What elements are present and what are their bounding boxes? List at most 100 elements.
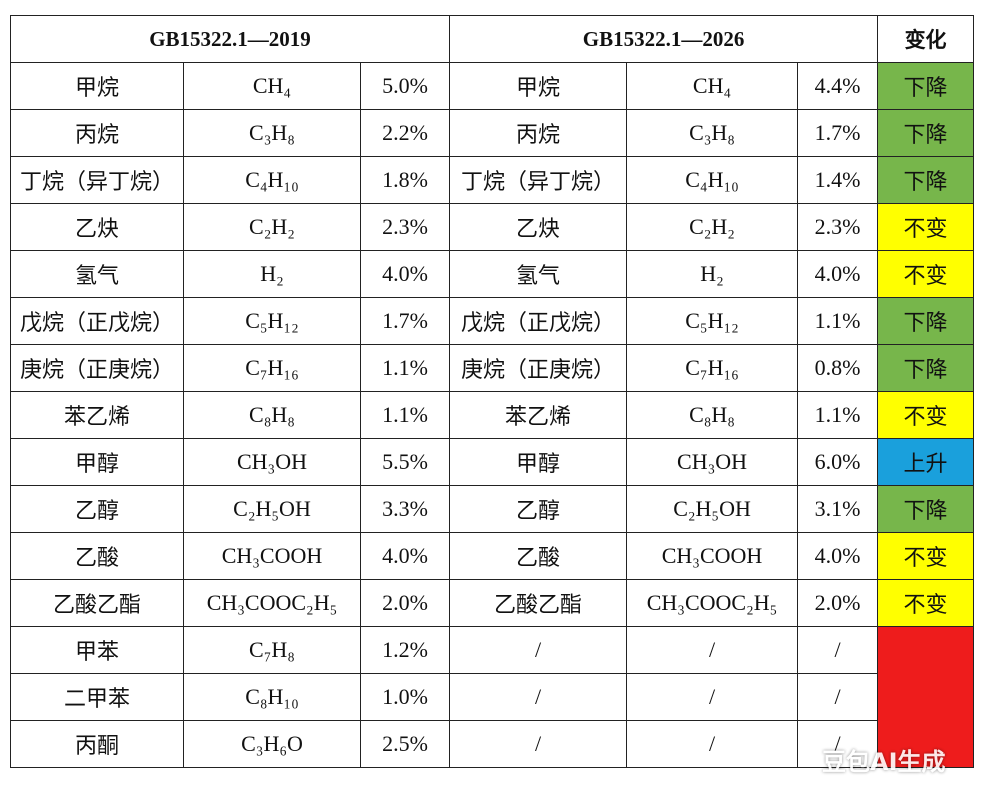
header-cell: GB15322.1—2026 xyxy=(449,15,879,63)
limit: 1.1% xyxy=(359,344,451,392)
formula: C₃H₆O xyxy=(183,720,361,768)
formula: H₂ xyxy=(626,250,799,298)
substance-name: 乙炔 xyxy=(10,203,184,251)
limit: 2.3% xyxy=(797,203,879,251)
substance-name: 乙炔 xyxy=(449,203,628,251)
formula: CH₄ xyxy=(626,62,799,110)
formula: C₅H₁₂ xyxy=(626,297,799,345)
change-cell: 下降 xyxy=(877,62,975,110)
substance-name: 甲醇 xyxy=(449,438,628,486)
table-row: 丁烷（异丁烷） C₄H₁₀ 1.8% 丁烷（异丁烷） C₄H₁₀ 1.4% 下降 xyxy=(10,156,975,204)
formula: CH₃COOC₂H₅ xyxy=(626,579,799,627)
limit: / xyxy=(797,720,879,768)
limit: 4.0% xyxy=(359,532,451,580)
table-row: 乙酸 CH₃COOH 4.0% 乙酸 CH₃COOH 4.0% 不变 xyxy=(10,532,975,580)
limit: 4.0% xyxy=(359,250,451,298)
table-row: 乙醇 C₂H₅OH 3.3% 乙醇 C₂H₅OH 3.1% 下降 xyxy=(10,485,975,533)
limit: 5.5% xyxy=(359,438,451,486)
table-row: 氢气 H₂ 4.0% 氢气 H₂ 4.0% 不变 xyxy=(10,250,975,298)
change-cell xyxy=(877,626,975,768)
limit: 2.3% xyxy=(359,203,451,251)
limit: 5.0% xyxy=(359,62,451,110)
change-cell: 下降 xyxy=(877,344,975,392)
substance-name: 二甲苯 xyxy=(10,673,184,721)
limit: 3.1% xyxy=(797,485,879,533)
header-cell: 变化 xyxy=(877,15,975,63)
change-cell: 下降 xyxy=(877,297,975,345)
limit: 4.4% xyxy=(797,62,879,110)
change-cell: 下降 xyxy=(877,156,975,204)
substance-name: 戊烷（正戊烷） xyxy=(449,297,628,345)
table-row: 甲苯 C₇H₈ 1.2% / / / xyxy=(10,626,975,768)
formula: C₄H₁₀ xyxy=(626,156,799,204)
substance-name: 苯乙烯 xyxy=(10,391,184,439)
table-row: 二甲苯 C₈H₁₀ 1.0% / / / xyxy=(10,673,974,721)
change-cell: 不变 xyxy=(877,250,975,298)
formula: C₂H₂ xyxy=(183,203,361,251)
formula: C₇H₈ xyxy=(183,626,361,674)
limit: / xyxy=(797,626,879,674)
substance-name: 乙酸 xyxy=(10,532,184,580)
substance-name: 氢气 xyxy=(449,250,628,298)
formula: C₇H₁₆ xyxy=(183,344,361,392)
limit: 2.2% xyxy=(359,109,451,157)
change-cell: 不变 xyxy=(877,391,975,439)
limit: 0.8% xyxy=(797,344,879,392)
substance-name: 甲烷 xyxy=(449,62,628,110)
formula: CH₃COOH xyxy=(626,532,799,580)
substance-name: 氢气 xyxy=(10,250,184,298)
table-row: 丙烷 C₃H₈ 2.2% 丙烷 C₃H₈ 1.7% 下降 xyxy=(10,109,975,157)
substance-name: / xyxy=(449,673,628,721)
substance-name: 丙酮 xyxy=(10,720,184,768)
change-cell: 不变 xyxy=(877,203,975,251)
substance-name: 甲烷 xyxy=(10,62,184,110)
limit: / xyxy=(797,673,879,721)
limit: 1.7% xyxy=(797,109,879,157)
watermark: 豆包AI生成 xyxy=(822,748,946,776)
change-cell: 下降 xyxy=(877,109,975,157)
table-row: 甲醇 CH₃OH 5.5% 甲醇 CH₃OH 6.0% 上升 xyxy=(10,438,975,486)
limit: 1.8% xyxy=(359,156,451,204)
change-cell: 下降 xyxy=(877,485,975,533)
formula: C₃H₈ xyxy=(183,109,361,157)
limit: 1.1% xyxy=(797,297,879,345)
table-row: 庚烷（正庚烷） C₇H₁₆ 1.1% 庚烷（正庚烷） C₇H₁₆ 0.8% 下降 xyxy=(10,344,975,392)
formula: C₅H₁₂ xyxy=(183,297,361,345)
formula: CH₃COOC₂H₅ xyxy=(183,579,361,627)
limit: 1.4% xyxy=(797,156,879,204)
substance-name: 庚烷（正庚烷） xyxy=(449,344,628,392)
limit: 1.7% xyxy=(359,297,451,345)
change-cell: 上升 xyxy=(877,438,975,486)
substance-name: 乙醇 xyxy=(449,485,628,533)
formula: C₈H₁₀ xyxy=(183,673,361,721)
table-body: GB15322.1—2019 GB15322.1—2026 变化 甲烷 CH₄ 5.… xyxy=(9,15,975,768)
formula: C₂H₅OH xyxy=(626,485,799,533)
formula: C₈H₈ xyxy=(626,391,799,439)
substance-name: 戊烷（正戊烷） xyxy=(10,297,184,345)
substance-name: 苯乙烯 xyxy=(449,391,628,439)
change-cell: 不变 xyxy=(877,579,975,627)
table-row: 丙酮 C₃H₆O 2.5% / / / xyxy=(10,720,974,768)
substance-name: 甲醇 xyxy=(10,438,184,486)
limit: 4.0% xyxy=(797,532,879,580)
formula: H₂ xyxy=(183,250,361,298)
limit: 1.1% xyxy=(797,391,879,439)
formula: C₂H₂ xyxy=(626,203,799,251)
substance-name: 乙酸乙酯 xyxy=(449,579,628,627)
table-row: 乙炔 C₂H₂ 2.3% 乙炔 C₂H₂ 2.3% 不变 xyxy=(10,203,975,251)
substance-name: 甲苯 xyxy=(10,626,184,674)
limit: 1.2% xyxy=(359,626,451,674)
substance-name: 乙酸乙酯 xyxy=(10,579,184,627)
limit: 6.0% xyxy=(797,438,879,486)
table-row: 戊烷（正戊烷） C₅H₁₂ 1.7% 戊烷（正戊烷） C₅H₁₂ 1.1% 下降 xyxy=(10,297,975,345)
formula: CH₃COOH xyxy=(183,532,361,580)
formula: C₄H₁₀ xyxy=(183,156,361,204)
limit: 2.5% xyxy=(359,720,451,768)
formula: / xyxy=(626,720,799,768)
table-row: 甲烷 CH₄ 5.0% 甲烷 CH₄ 4.4% 下降 xyxy=(10,62,975,110)
header-row: GB15322.1—2019 GB15322.1—2026 变化 xyxy=(9,15,975,63)
substance-name: 乙酸 xyxy=(449,532,628,580)
formula: C₃H₈ xyxy=(626,109,799,157)
formula: CH₄ xyxy=(183,62,361,110)
